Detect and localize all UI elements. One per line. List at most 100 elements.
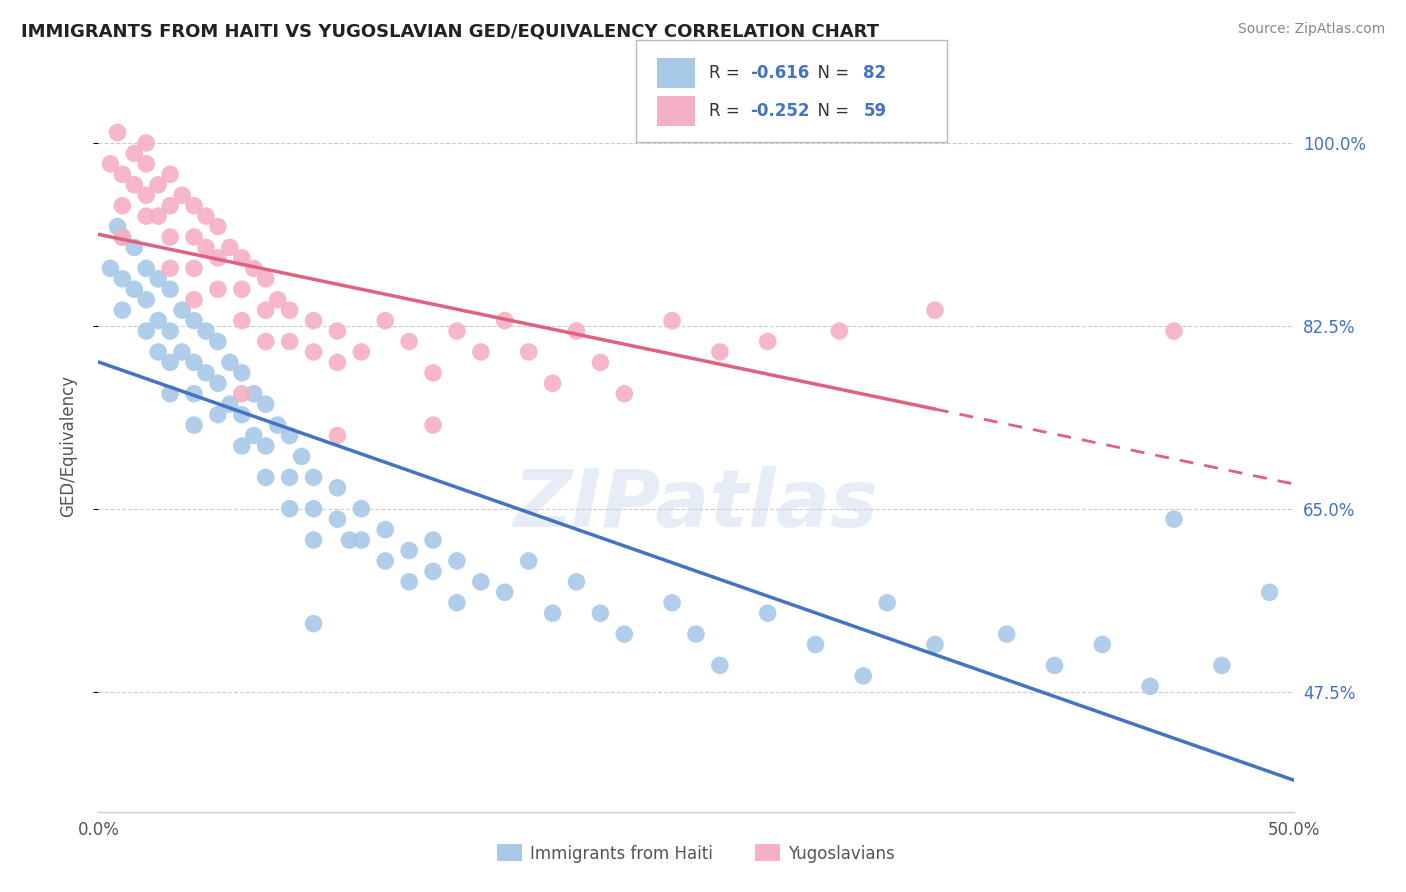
Point bbox=[661, 596, 683, 610]
Point bbox=[422, 565, 444, 579]
Point bbox=[326, 428, 349, 442]
Point bbox=[135, 209, 157, 223]
Point bbox=[1163, 324, 1185, 338]
Point bbox=[541, 376, 564, 391]
Point bbox=[231, 408, 253, 422]
FancyBboxPatch shape bbox=[657, 96, 695, 126]
FancyBboxPatch shape bbox=[657, 58, 695, 87]
Point bbox=[302, 470, 325, 484]
Point bbox=[219, 397, 242, 411]
Point bbox=[756, 606, 779, 620]
Point bbox=[135, 157, 157, 171]
Point bbox=[183, 355, 205, 369]
Point bbox=[422, 418, 444, 433]
Point bbox=[374, 313, 396, 327]
Point bbox=[148, 272, 170, 286]
Point bbox=[183, 261, 205, 276]
Text: N =: N = bbox=[807, 64, 855, 82]
Point bbox=[195, 366, 218, 380]
Point bbox=[374, 554, 396, 568]
Point bbox=[172, 345, 194, 359]
Point bbox=[446, 596, 468, 610]
Point bbox=[995, 627, 1018, 641]
Point bbox=[278, 303, 301, 318]
Point bbox=[124, 240, 146, 254]
Point bbox=[517, 554, 540, 568]
Point bbox=[111, 303, 134, 318]
Point bbox=[302, 313, 325, 327]
Point bbox=[1163, 512, 1185, 526]
Point bbox=[124, 282, 146, 296]
Point bbox=[159, 167, 181, 181]
Point bbox=[267, 418, 290, 433]
Point bbox=[207, 251, 229, 265]
Point bbox=[172, 188, 194, 202]
Point bbox=[374, 523, 396, 537]
Point bbox=[494, 585, 516, 599]
Text: 82: 82 bbox=[863, 64, 886, 82]
Point bbox=[148, 345, 170, 359]
Point bbox=[709, 345, 731, 359]
Point bbox=[1043, 658, 1066, 673]
Point bbox=[183, 313, 205, 327]
Point bbox=[135, 324, 157, 338]
FancyBboxPatch shape bbox=[637, 40, 948, 143]
Point bbox=[219, 240, 242, 254]
Point bbox=[195, 324, 218, 338]
Point bbox=[350, 533, 373, 547]
Point bbox=[326, 481, 349, 495]
Point bbox=[254, 397, 277, 411]
Point bbox=[326, 355, 349, 369]
Point bbox=[422, 366, 444, 380]
Point bbox=[339, 533, 361, 547]
Text: R =: R = bbox=[709, 102, 745, 120]
Point bbox=[135, 188, 157, 202]
Point bbox=[195, 209, 218, 223]
Point bbox=[302, 501, 325, 516]
Point bbox=[267, 293, 290, 307]
Point bbox=[756, 334, 779, 349]
Point bbox=[494, 313, 516, 327]
Point bbox=[111, 230, 134, 244]
Point bbox=[398, 334, 420, 349]
Point bbox=[231, 366, 253, 380]
Point bbox=[183, 418, 205, 433]
Point bbox=[111, 230, 134, 244]
Point bbox=[1091, 638, 1114, 652]
Legend: Immigrants from Haiti, Yugoslavians: Immigrants from Haiti, Yugoslavians bbox=[491, 838, 901, 869]
Point bbox=[183, 293, 205, 307]
Point bbox=[613, 386, 636, 401]
Point bbox=[207, 334, 229, 349]
Point bbox=[231, 282, 253, 296]
Point bbox=[278, 428, 301, 442]
Point bbox=[135, 136, 157, 150]
Point bbox=[124, 146, 146, 161]
Point bbox=[124, 178, 146, 192]
Point bbox=[207, 282, 229, 296]
Point bbox=[326, 512, 349, 526]
Point bbox=[613, 627, 636, 641]
Point bbox=[278, 501, 301, 516]
Point bbox=[1258, 585, 1281, 599]
Point bbox=[231, 386, 253, 401]
Point bbox=[254, 470, 277, 484]
Point bbox=[326, 324, 349, 338]
Point bbox=[98, 157, 122, 171]
Text: IMMIGRANTS FROM HAITI VS YUGOSLAVIAN GED/EQUIVALENCY CORRELATION CHART: IMMIGRANTS FROM HAITI VS YUGOSLAVIAN GED… bbox=[21, 22, 879, 40]
Point bbox=[685, 627, 707, 641]
Point bbox=[207, 408, 229, 422]
Point bbox=[111, 272, 134, 286]
Point bbox=[302, 345, 325, 359]
Point bbox=[1139, 679, 1161, 693]
Text: -0.616: -0.616 bbox=[749, 64, 808, 82]
Point bbox=[398, 574, 420, 589]
Point bbox=[350, 501, 373, 516]
Point bbox=[243, 261, 266, 276]
Point bbox=[111, 167, 134, 181]
Point bbox=[98, 261, 122, 276]
Text: ZIPatlas: ZIPatlas bbox=[513, 466, 879, 543]
Point bbox=[1211, 658, 1233, 673]
Point bbox=[589, 606, 612, 620]
Point bbox=[517, 345, 540, 359]
Point bbox=[231, 313, 253, 327]
